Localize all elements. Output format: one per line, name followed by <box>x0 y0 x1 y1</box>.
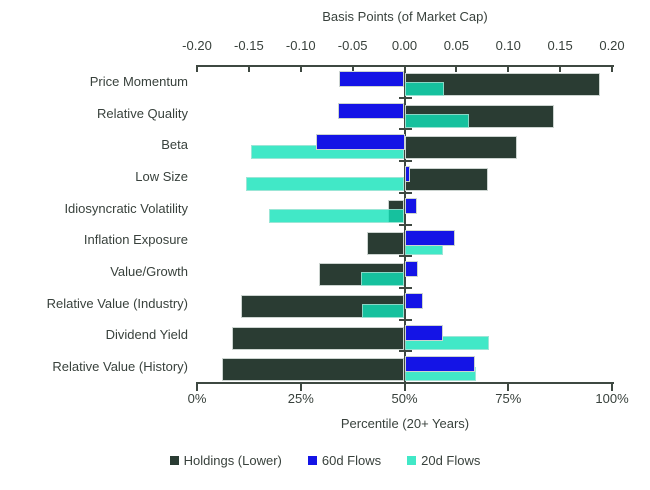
top-axis-tick <box>403 66 406 72</box>
category-label: Low Size <box>135 168 188 184</box>
top-axis-tick-label: -0.20 <box>182 38 212 53</box>
legend-label: Holdings (Lower) <box>183 453 282 468</box>
category-label: Value/Growth <box>110 264 188 280</box>
bar-holdings <box>404 168 488 192</box>
category-label: Inflation Exposure <box>83 232 188 248</box>
bar-60d-flows <box>316 134 405 151</box>
bottom-axis-tick-label: 75% <box>495 391 522 406</box>
top-axis-tick-label: 0.15 <box>547 38 573 53</box>
legend: Holdings (Lower) 60d Flows 20d Flows <box>0 453 650 468</box>
bar-20d-flows <box>361 303 405 318</box>
category-axis-tick <box>398 128 412 131</box>
top-axis-tick-label: -0.15 <box>234 38 264 53</box>
top-axis-tick <box>559 66 562 72</box>
bar-20d-flows <box>404 113 469 128</box>
bar-20d-flows <box>268 208 405 223</box>
legend-item: Holdings (Lower) <box>169 453 282 468</box>
top-axis-tick <box>611 66 613 72</box>
bar-holdings <box>221 358 405 382</box>
category-axis-tick <box>398 350 412 353</box>
top-axis-tick-label: -0.10 <box>285 38 316 53</box>
category-axis-tick <box>398 96 412 99</box>
top-axis-tick-label: 0.05 <box>443 38 470 53</box>
top-axis-tick-label: -0.05 <box>337 38 368 53</box>
bottom-axis-tick-label: 50% <box>391 391 418 406</box>
bar-60d-flows <box>404 324 443 341</box>
category-label: Price Momentum <box>89 73 188 89</box>
bar-60d-flows <box>339 71 405 87</box>
category-axis-tick <box>398 160 412 163</box>
category-label: Relative Value (History) <box>52 359 188 375</box>
bar-60d-flows <box>404 229 456 246</box>
legend-label: 60d Flows <box>321 453 382 468</box>
bar-holdings <box>232 326 405 350</box>
legend-label: 20d Flows <box>421 453 481 468</box>
top-axis-tick <box>455 66 458 72</box>
legend-item: 20d Flows <box>407 453 480 468</box>
bar-60d-flows <box>404 166 410 183</box>
bottom-axis-title: Percentile (20+ Years) <box>340 416 470 431</box>
legend-item: 60d Flows <box>307 453 382 468</box>
category-axis-tick <box>398 223 412 226</box>
bar-60d-flows <box>338 102 405 119</box>
bar-holdings <box>404 136 517 160</box>
top-axis-tick-label: 0.10 <box>495 38 521 53</box>
category-axis-tick <box>398 65 412 67</box>
top-axis-tick <box>507 66 510 72</box>
category-axis-tick <box>398 191 412 194</box>
bar-60d-flows <box>404 261 418 278</box>
bottom-axis-tick-label: 100% <box>595 391 629 406</box>
top-axis-tick <box>247 66 250 72</box>
plot-area <box>196 65 614 391</box>
top-axis-tick <box>351 66 354 72</box>
legend-swatch-holdings <box>169 456 179 465</box>
category-axis-tick <box>398 382 412 384</box>
top-axis-tick <box>299 66 302 72</box>
bar-60d-flows <box>404 292 424 309</box>
bar-20d-flows <box>404 82 444 96</box>
bar-20d-flows <box>245 177 405 192</box>
bottom-axis-tick <box>611 384 613 391</box>
bar-60d-flows <box>404 197 417 214</box>
category-label: Relative Quality <box>96 105 188 121</box>
category-label: Idiosyncratic Volatility <box>64 200 188 216</box>
category-label: Dividend Yield <box>105 327 188 343</box>
legend-swatch-60d-flows <box>307 456 317 465</box>
top-axis-tick-label: 0.00 <box>391 38 418 53</box>
category-axis-tick <box>398 286 412 289</box>
bar-holdings <box>367 231 405 255</box>
bottom-axis-tick <box>403 384 406 391</box>
bottom-axis-tick <box>196 384 198 391</box>
bar-20d-flows <box>360 272 405 287</box>
category-label: Beta <box>161 137 188 153</box>
bottom-axis-tick-label: 25% <box>287 391 314 406</box>
top-axis-tick-label: 0.20 <box>599 38 625 53</box>
bottom-axis-tick-label: 0% <box>187 391 207 406</box>
top-axis-title: Basis Points (of Market Cap) <box>322 9 488 24</box>
category-axis-tick <box>398 255 412 258</box>
bar-60d-flows <box>404 356 476 373</box>
category-label: Relative Value (Industry) <box>46 295 188 311</box>
bottom-axis-tick <box>507 384 510 391</box>
category-axis-tick <box>398 318 412 321</box>
bottom-axis-tick <box>299 384 302 391</box>
top-axis-tick <box>196 66 198 72</box>
legend-swatch-20d-flows <box>407 456 417 465</box>
